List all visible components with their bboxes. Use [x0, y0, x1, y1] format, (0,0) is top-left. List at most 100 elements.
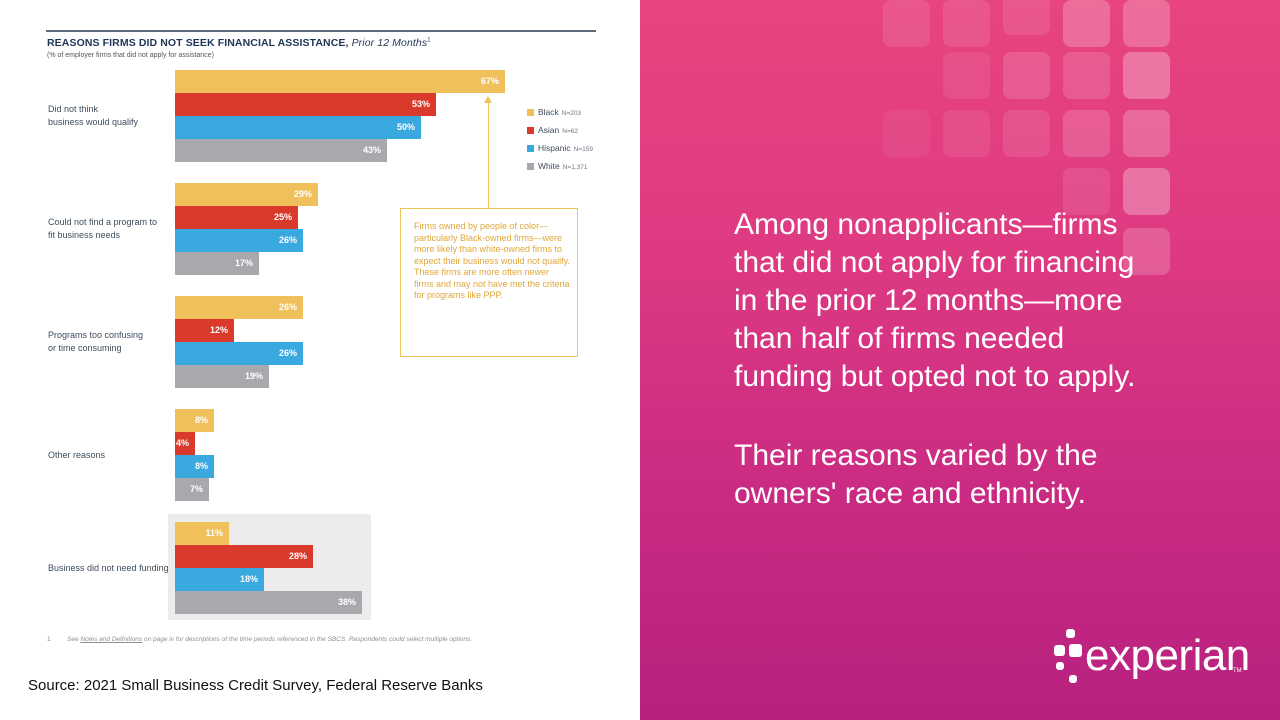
legend-sample-size: N=159	[573, 146, 593, 153]
legend-label: Black N=203	[538, 107, 582, 117]
bar-white: 38%	[175, 591, 362, 614]
bar-value-label: 43%	[362, 145, 381, 155]
source-caption: Source: 2021 Small Business Credit Surve…	[28, 677, 483, 694]
footnote-link[interactable]: Notes and Definitions	[80, 636, 143, 643]
category-label: Could not find a program to fit business…	[48, 217, 158, 240]
bar-hispanic: 18%	[175, 568, 264, 591]
decorative-square	[883, 0, 930, 47]
footnote-number: 1	[47, 636, 51, 643]
bar-value-label: 29%	[293, 189, 312, 199]
bar-white: 7%	[175, 478, 209, 501]
annotation-arrow-icon	[484, 96, 492, 103]
chart-title: REASONS FIRMS DID NOT SEEK FINANCIAL ASS…	[47, 37, 431, 49]
bar-value-label: 50%	[396, 122, 415, 132]
chart-title-period: Prior 12 Months	[351, 37, 428, 49]
chart-title-footnote-mark: 1	[427, 37, 431, 44]
legend-label: Hispanic N=159	[538, 143, 593, 153]
footnote: 1 See Notes and Definitions on page iv fo…	[47, 636, 472, 643]
bar-hispanic: 8%	[175, 455, 214, 478]
bar-value-label: 38%	[337, 597, 356, 607]
legend-sample-size: N=203	[561, 110, 582, 117]
decorative-square	[1063, 52, 1110, 99]
legend-swatch	[527, 145, 534, 152]
decorative-square	[943, 52, 990, 99]
bar-value-label: 25%	[273, 212, 292, 222]
footnote-mid: on page iv for descriptions of the time …	[144, 636, 348, 643]
bar-black: 26%	[175, 296, 303, 319]
legend-swatch	[527, 109, 534, 116]
bar-value-label: 12%	[209, 325, 228, 335]
logo-dot	[1056, 662, 1064, 670]
decorative-square	[1123, 110, 1170, 157]
bar-value-label: 26%	[278, 302, 297, 312]
bar-value-label: 8%	[194, 461, 208, 471]
logo-wordmark: experian	[1085, 631, 1250, 680]
decorative-square	[1123, 52, 1170, 99]
bar-value-label: 4%	[175, 438, 189, 448]
annotation-callout: Firms owned by people of color—particula…	[400, 208, 578, 357]
sub-message: Their reasons varied by the owners' race…	[734, 439, 1098, 510]
decorative-square	[943, 0, 990, 47]
bar-value-label: 8%	[194, 415, 208, 425]
bar-value-label: 26%	[278, 348, 297, 358]
category-label: Programs too confusing or time consuming	[48, 330, 144, 353]
bar-asian: 25%	[175, 206, 298, 229]
decorative-square	[1063, 0, 1110, 47]
legend-label: White N=1,371	[538, 161, 588, 171]
decorative-square	[1063, 110, 1110, 157]
bar-asian: 12%	[175, 319, 234, 342]
bar-asian: 53%	[175, 93, 436, 116]
legend-label: Asian N=62	[538, 125, 578, 135]
logo-dot	[1069, 644, 1082, 657]
decorative-square	[943, 110, 990, 157]
bar-value-label: 18%	[239, 574, 258, 584]
bar-value-label: 26%	[278, 235, 297, 245]
bar-value-label: 67%	[480, 76, 499, 86]
bar-black: 8%	[175, 409, 214, 432]
title-rule	[46, 30, 596, 32]
bar-asian: 4%	[175, 432, 195, 455]
decorative-square	[1003, 0, 1050, 35]
legend-sample-size: N=62	[562, 128, 578, 135]
logo-trademark: TM	[1233, 668, 1242, 674]
logo-dot	[1069, 675, 1077, 683]
bar-black: 29%	[175, 183, 318, 206]
main-message: Among nonapplicants—firms that did not a…	[734, 208, 1136, 393]
legend-swatch	[527, 127, 534, 134]
logo-dot	[1054, 645, 1065, 656]
footnote-prefix: See	[67, 636, 79, 643]
bar-asian: 28%	[175, 545, 313, 568]
category-label: Business did not need funding	[48, 562, 169, 573]
experian-logo: experian TM	[1052, 626, 1257, 692]
bar-value-label: 17%	[234, 258, 253, 268]
decorative-square	[1123, 0, 1170, 47]
bar-white: 17%	[175, 252, 259, 275]
decorative-square	[1063, 168, 1110, 215]
chart-title-text: REASONS FIRMS DID NOT SEEK FINANCIAL ASS…	[47, 37, 349, 49]
bar-white: 19%	[175, 365, 269, 388]
message-panel: Among nonapplicants—firms that did not a…	[640, 0, 1280, 720]
bar-value-label: 11%	[205, 528, 223, 538]
decorative-square	[1003, 52, 1050, 99]
bar-hispanic: 26%	[175, 229, 303, 252]
legend-sample-size: N=1,371	[562, 164, 588, 171]
bar-value-label: 53%	[411, 99, 430, 109]
decorative-square	[1123, 228, 1170, 275]
annotation-connector	[488, 98, 489, 208]
category-label: Did not think business would qualify	[48, 104, 139, 127]
bar-black: 11%	[175, 522, 229, 545]
bar-black: 67%	[175, 70, 505, 93]
legend-swatch	[527, 163, 534, 170]
category-label: Other reasons	[48, 449, 106, 460]
footnote-suffix: Respondents could select multiple option…	[348, 636, 473, 643]
bar-value-label: 28%	[288, 551, 307, 561]
bar-value-label: 19%	[244, 371, 263, 381]
bar-white: 43%	[175, 139, 387, 162]
chart-panel: REASONS FIRMS DID NOT SEEK FINANCIAL ASS…	[28, 30, 596, 694]
logo-dot	[1066, 629, 1075, 638]
decorative-square	[883, 110, 930, 157]
decorative-square	[1003, 110, 1050, 157]
bar-value-label: 7%	[189, 484, 203, 494]
chart-subtitle: (% of employer firms that did not apply …	[47, 52, 214, 59]
decorative-square	[1123, 168, 1170, 215]
